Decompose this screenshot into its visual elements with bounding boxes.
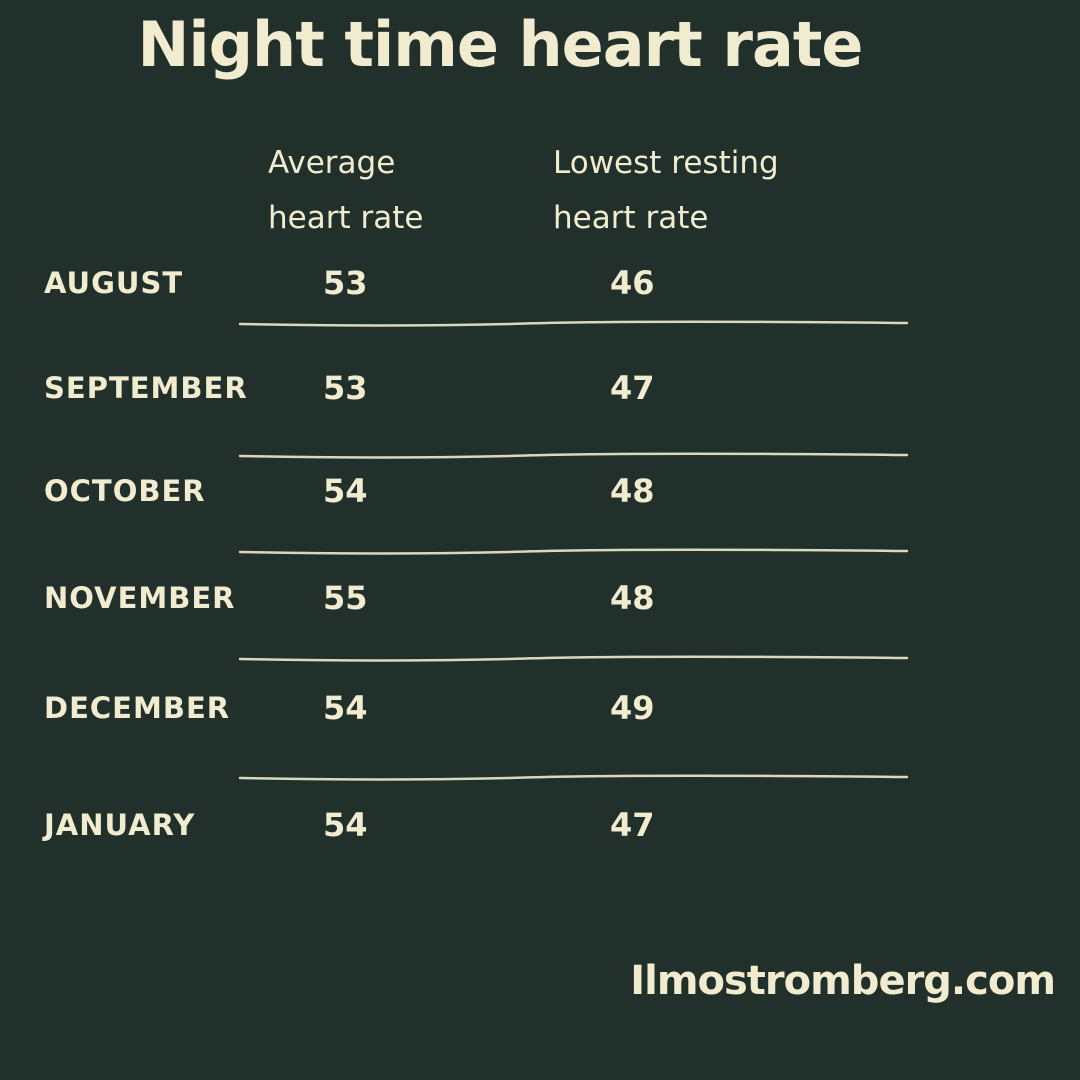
title: Night time heart rate [137,8,864,81]
row-label: AUGUST [44,266,184,300]
row-label: JANUARY [44,808,196,842]
cell-value: 49 [610,689,655,727]
cell-value: 46 [610,264,655,302]
cell-value: 47 [610,806,655,844]
row-label: DECEMBER [44,691,231,725]
row-label: SEPTEMBER [44,371,248,405]
divider [238,655,909,662]
cell-value: 55 [323,579,368,617]
row-label: NOVEMBER [44,581,236,615]
cell-value: 47 [610,369,655,407]
divider [238,774,909,781]
column-header: Average heart rate [268,145,424,236]
footer: Ilmostromberg.com [630,958,1056,1004]
cell-value: 54 [323,689,368,727]
row-label: OCTOBER [44,474,206,508]
cell-value: 54 [323,806,368,844]
divider [238,548,909,555]
cell-value: 48 [610,472,655,510]
cell-value: 54 [323,472,368,510]
column-header: Lowest resting heart rate [553,145,779,236]
cell-value: 53 [323,369,368,407]
cell-value: 53 [323,264,368,302]
divider [238,320,909,327]
divider [238,452,909,459]
cell-value: 48 [610,579,655,617]
